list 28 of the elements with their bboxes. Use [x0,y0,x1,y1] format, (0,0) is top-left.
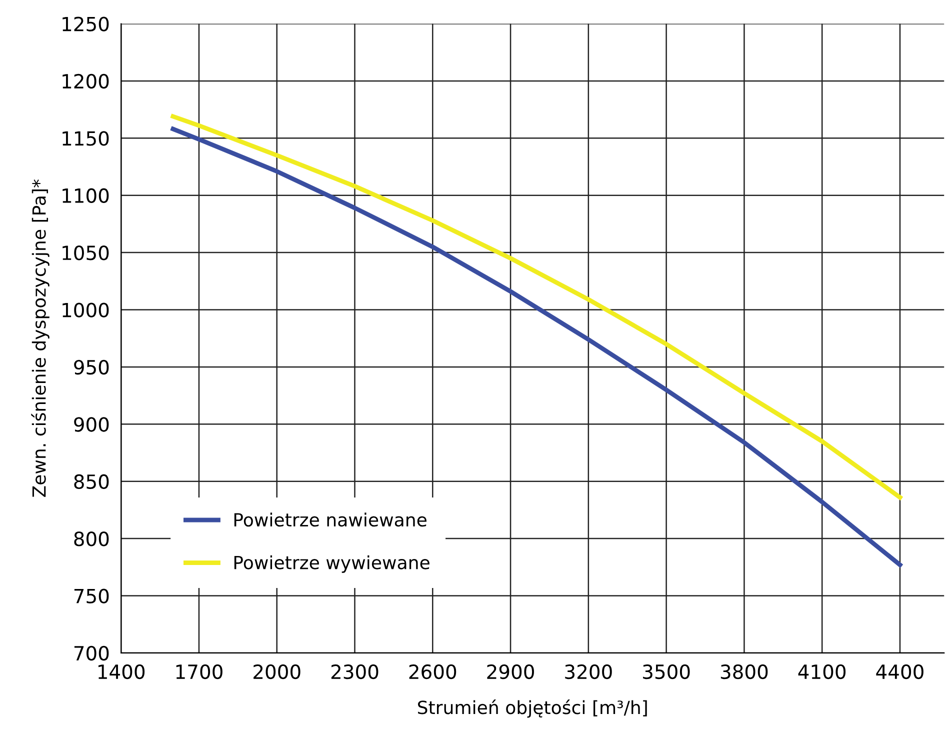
x-tick-label: 3500 [643,664,690,680]
legend-label: Powietrze nawiewane [234,512,426,527]
y-tick-label: 850 [74,474,109,490]
x-tick-label: 2000 [254,664,300,680]
x-tick-label: 3800 [720,664,768,680]
x-tick-label: 4100 [798,664,846,680]
y-tick-label: 1000 [62,302,109,318]
x-tick-label: 2300 [331,664,378,680]
y-tick-label: 950 [74,360,109,375]
y-tick-label: 750 [74,588,109,604]
x-tick-label: 2900 [487,664,534,680]
x-tick-label: 2600 [409,664,456,680]
y-tick-label: 1100 [62,188,109,204]
y-tick-label: 700 [74,646,109,661]
x-tick-label: 1700 [176,664,222,680]
y-tick-label: 900 [74,417,109,432]
y-tick-label: 1250 [62,16,109,32]
line-series [170,114,902,500]
x-tick-label: 1400 [98,664,145,680]
y-tick-label: 800 [74,532,109,546]
y-tick-label: 1150 [62,131,109,146]
x-axis-title: Strumień objętości [m³/h] [418,700,647,718]
y-tick-label: 1050 [62,246,109,260]
x-tick-label: 3200 [565,664,612,680]
y-axis-title: Zewn. ciśnienie dyspozycyjne [Pa]* [31,179,50,497]
y-tick-label: 1200 [62,74,109,89]
x-tick-label: 4400 [876,664,924,680]
legend-label: Powietrze wywiewane [234,555,430,573]
